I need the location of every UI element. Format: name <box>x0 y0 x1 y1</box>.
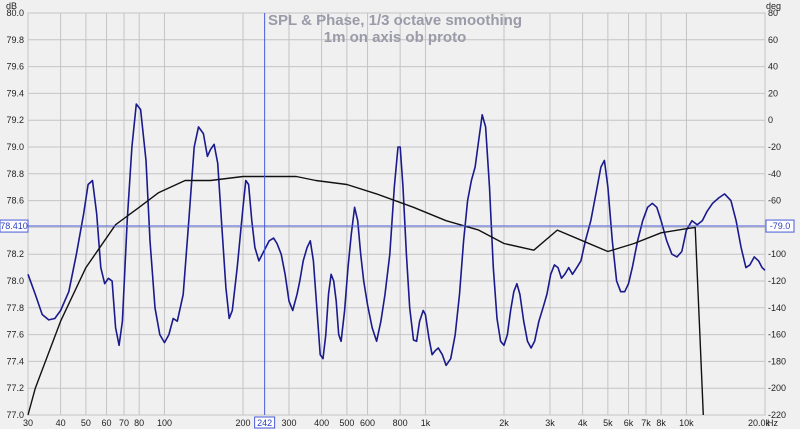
y-left-tick-label: 78.2 <box>6 249 24 259</box>
y-left-tick-label: 77.8 <box>6 303 24 313</box>
cursor-y-left-label-box <box>0 219 29 233</box>
cursor-x-label: 242 <box>257 418 272 428</box>
x-tick-label: 80 <box>134 418 144 428</box>
tick-labels: 30 40 50 60 70 80 100 200 300 400 500 600 800 1k 2k 3k 4… <box>6 8 786 428</box>
y-right-tick-label: -100 <box>768 249 786 259</box>
x-tick-label: 100 <box>157 418 172 428</box>
x-tick-label: 60 <box>102 418 112 428</box>
y-right-tick-label: -60 <box>768 196 781 206</box>
x-tick-label: 5k <box>603 418 613 428</box>
y-right-tick-label: -120 <box>768 276 786 286</box>
x-tick-label: 2k <box>499 418 509 428</box>
right-axis-unit: deg <box>766 1 781 11</box>
x-tick-label: 40 <box>56 418 66 428</box>
y-right-tick-label: -20 <box>768 142 781 152</box>
x-tick-label: 6k <box>624 418 634 428</box>
x-tick-label: 3k <box>545 418 555 428</box>
x-tick-label: 500 <box>339 418 354 428</box>
y-left-tick-label: 77.4 <box>6 356 24 366</box>
x-tick-label: 70 <box>119 418 129 428</box>
y-left-tick-label: 80.0 <box>6 8 24 18</box>
x-tick-label: 30 <box>23 418 33 428</box>
series-group <box>27 103 766 416</box>
x-tick-label: 10k <box>679 418 694 428</box>
grid <box>27 12 766 416</box>
x-tick-label: 7k <box>641 418 651 428</box>
chart-subtitle: 1m on axis ob proto <box>324 29 467 46</box>
x-tick-label: 50 <box>81 418 91 428</box>
y-left-tick-label: 78.6 <box>6 196 24 206</box>
cursor-y-right-label: -79.0 <box>770 221 791 231</box>
chart-title: SPL & Phase, 1/3 octave smoothing <box>268 12 522 29</box>
y-right-tick-label: 60 <box>768 35 778 45</box>
left-axis-unit: dB <box>6 1 17 11</box>
y-right-tick-label: 20 <box>768 88 778 98</box>
cursor[interactable]: 242 78.410 -79.0 <box>0 13 795 429</box>
y-left-tick-label: 79.2 <box>6 115 24 125</box>
cursor-y-left-label: 78.410 <box>0 221 28 231</box>
x-tick-label: 4k <box>578 418 588 428</box>
y-right-tick-label: 40 <box>768 62 778 72</box>
x-axis-unit: Hz <box>767 418 778 428</box>
x-tick-label: 800 <box>393 418 408 428</box>
y-left-tick-label: 79.4 <box>6 88 24 98</box>
cursor-x-label-box <box>254 416 276 429</box>
x-tick-label: 1k <box>421 418 431 428</box>
phase-series-line <box>27 175 704 416</box>
cursor-y-right-label-box <box>765 219 795 233</box>
y-left-tick-label: 79.0 <box>6 142 24 152</box>
y-left-tick-label: 79.8 <box>6 35 24 45</box>
y-right-tick-label: 80 <box>768 8 778 18</box>
y-right-tick-label: -160 <box>768 330 786 340</box>
x-tick-label: 8k <box>656 418 666 428</box>
y-left-tick-label: 79.6 <box>6 62 24 72</box>
y-left-tick-label: 77.2 <box>6 383 24 393</box>
y-right-tick-label: -220 <box>768 410 786 420</box>
y-left-tick-label: 78.0 <box>6 276 24 286</box>
spl-series-line <box>27 103 766 367</box>
x-tick-label: 600 <box>360 418 375 428</box>
y-right-tick-label: -40 <box>768 169 781 179</box>
y-left-tick-label: 78.8 <box>6 169 24 179</box>
y-right-tick-label: -140 <box>768 303 786 313</box>
y-left-tick-label: 77.6 <box>6 330 24 340</box>
y-right-tick-label: -200 <box>768 383 786 393</box>
x-tick-label: 400 <box>314 418 329 428</box>
x-tick-label: 200 <box>236 418 251 428</box>
y-right-tick-label: 0 <box>768 115 773 125</box>
x-tick-label: 300 <box>281 418 296 428</box>
x-tick-label: 20.0k <box>748 418 771 428</box>
y-left-tick-label: 77.0 <box>6 410 24 420</box>
y-right-tick-label: -180 <box>768 356 786 366</box>
